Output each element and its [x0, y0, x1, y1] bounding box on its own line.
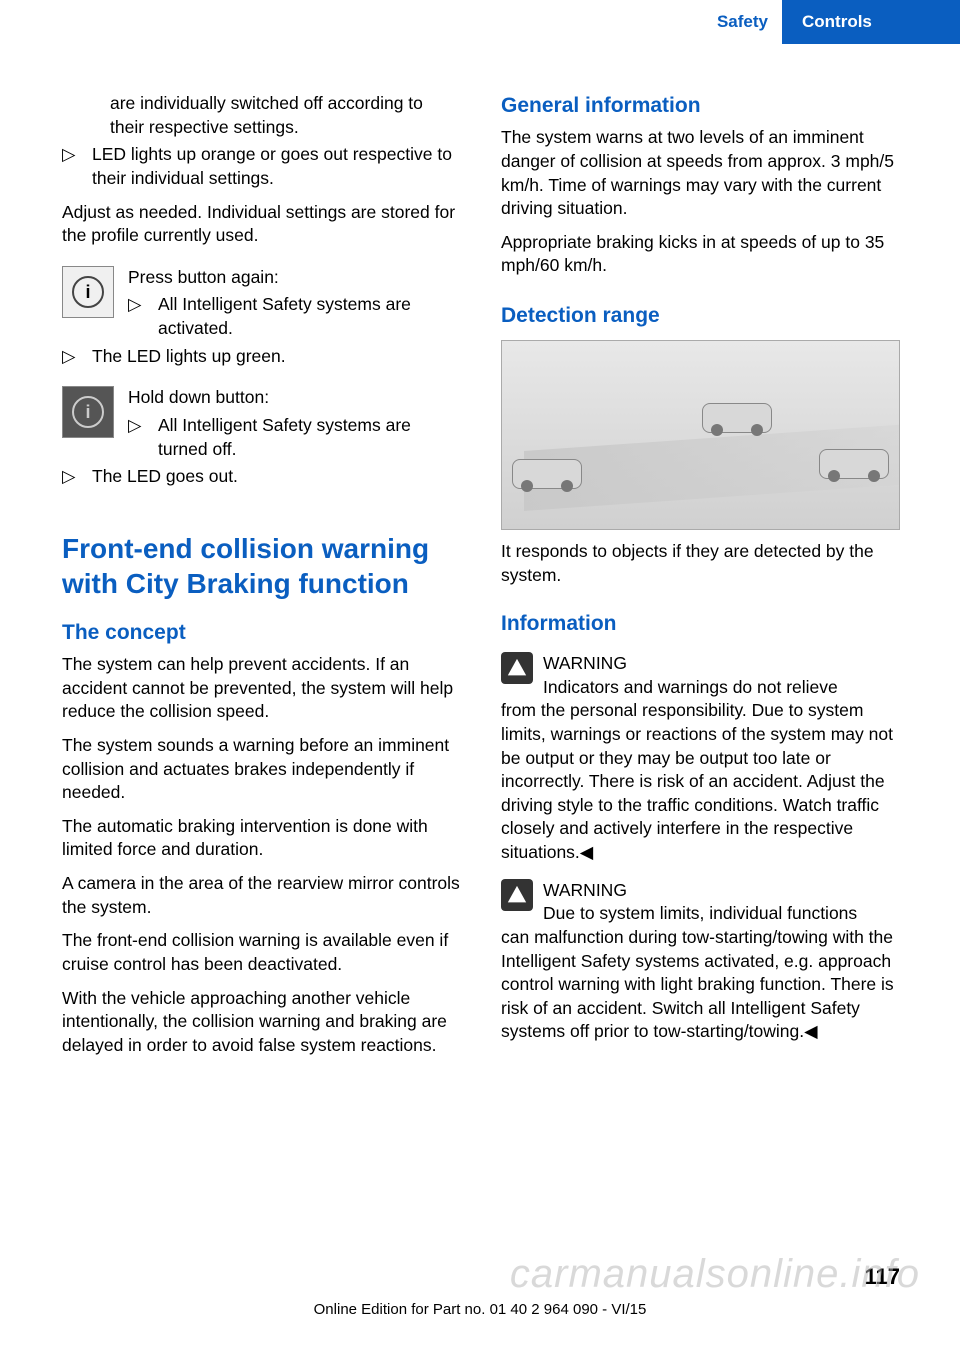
target-car-icon: [819, 449, 889, 479]
list-item: ▷ All Intelligent Safety systems are act…: [128, 293, 461, 340]
bullet-icon: ▷: [62, 345, 92, 369]
paragraph: The automatic braking intervention is do…: [62, 815, 461, 862]
warning-lead: Due to system limits, individual functio…: [543, 902, 900, 926]
warning-icon: [501, 652, 533, 684]
paragraph: Appropriate braking kicks in at speeds o…: [501, 231, 900, 278]
subsection-heading: Information: [501, 610, 900, 638]
list-item: ▷ LED lights up orange or goes out respe…: [62, 143, 461, 190]
target-car-icon: [702, 403, 772, 433]
warning-block: WARNING Due to system limits, individual…: [501, 879, 900, 926]
paragraph: Adjust as needed. Individual settings ar…: [62, 201, 461, 248]
paragraph: The front-end collision warning is avail…: [62, 929, 461, 976]
instruction-label: Press button again:: [128, 266, 461, 290]
bullet-icon: ▷: [128, 293, 158, 340]
bullet-text: All Intelligent Safety systems are turne…: [158, 414, 461, 461]
detection-range-figure: [501, 340, 900, 530]
bullet-text: All Intelligent Safety systems are activ…: [158, 293, 461, 340]
button-instruction: i Press button again: ▷ All Intelligent …: [62, 266, 461, 341]
subsection-heading: The concept: [62, 619, 461, 647]
footer-text: Online Edition for Part no. 01 40 2 964 …: [0, 1301, 960, 1318]
warning-lead: Indicators and warnings do not relieve: [543, 676, 900, 700]
page-header: Safety Controls: [0, 0, 960, 44]
list-item: ▷ The LED lights up green.: [62, 345, 461, 369]
page-content: are individually switched off ac­cording…: [0, 44, 960, 1057]
bullet-text: The LED goes out.: [92, 465, 461, 489]
right-column: General information The system warns at …: [501, 92, 900, 1057]
subsection-heading: Detection range: [501, 302, 900, 330]
ego-car-icon: [512, 459, 582, 489]
warning-label: WARNING: [543, 652, 900, 676]
bullet-icon: ▷: [62, 143, 92, 190]
info-icon: i: [72, 396, 104, 428]
button-icon-off: i: [62, 386, 114, 438]
paragraph: The system sounds a warning before an im…: [62, 734, 461, 805]
breadcrumb-safety: Safety: [717, 0, 782, 44]
list-item: ▷ All Intelligent Safety systems are tur…: [128, 414, 461, 461]
list-item: ▷ The LED goes out.: [62, 465, 461, 489]
breadcrumb-controls: Controls: [782, 0, 960, 44]
warning-label: WARNING: [543, 879, 900, 903]
button-instruction: i Hold down button: ▷ All Intelligent Sa…: [62, 386, 461, 461]
bullet-icon: ▷: [62, 465, 92, 489]
figure-caption: It responds to objects if they are detec…: [501, 540, 900, 587]
button-icon: i: [62, 266, 114, 318]
info-icon: i: [72, 276, 104, 308]
continuation-text: are individually switched off ac­cording…: [110, 92, 461, 139]
bullet-text: LED lights up orange or goes out respec­…: [92, 143, 461, 190]
paragraph: The system warns at two levels of an imm…: [501, 126, 900, 221]
paragraph: With the vehicle approaching another veh…: [62, 987, 461, 1058]
warning-icon: [501, 879, 533, 911]
warning-block: WARNING Indicators and warnings do not r…: [501, 652, 900, 699]
paragraph: A camera in the area of the rearview mir…: [62, 872, 461, 919]
page-number: 117: [865, 1264, 901, 1290]
bullet-text: The LED lights up green.: [92, 345, 461, 369]
paragraph: The system can help prevent accidents. I…: [62, 653, 461, 724]
bullet-icon: ▷: [128, 414, 158, 461]
section-heading: Front-end collision warning with City Br…: [62, 531, 461, 601]
instruction-label: Hold down button:: [128, 386, 461, 410]
subsection-heading: General information: [501, 92, 900, 120]
warning-body: from the personal responsibility. Due to…: [501, 699, 900, 864]
watermark: carmanualsonline.info: [510, 1252, 920, 1297]
warning-body: can malfunction during tow-starting/towi…: [501, 926, 900, 1044]
left-column: are individually switched off ac­cording…: [62, 92, 461, 1057]
